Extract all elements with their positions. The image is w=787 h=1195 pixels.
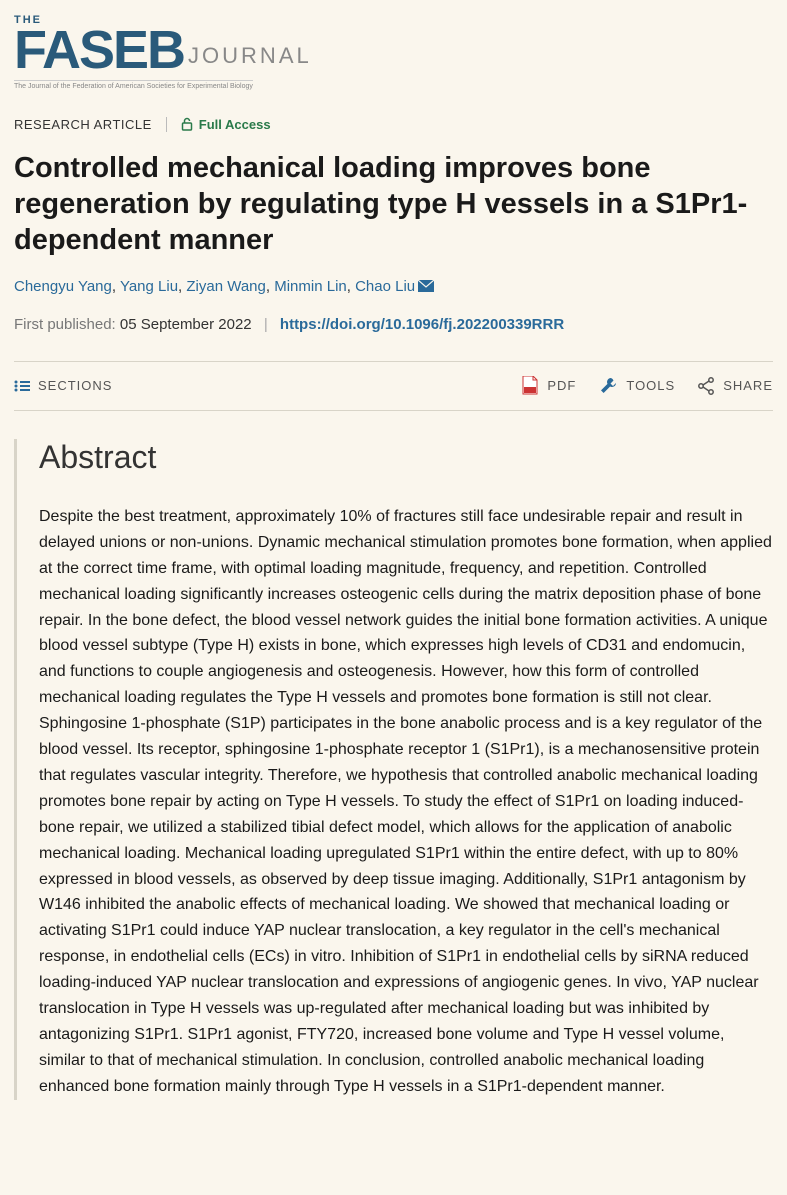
author-link[interactable]: Chao Liu bbox=[355, 278, 415, 295]
abstract-section: Abstract Despite the best treatment, app… bbox=[14, 439, 773, 1100]
journal-logo: THE FASEB JOURNAL The Journal of the Fed… bbox=[14, 14, 773, 93]
article-type: RESEARCH ARTICLE bbox=[14, 117, 167, 132]
mail-icon[interactable] bbox=[418, 279, 434, 296]
published-label: First published: bbox=[14, 316, 116, 333]
author-link[interactable]: Chengyu Yang bbox=[14, 278, 112, 295]
access-label: Full Access bbox=[199, 117, 271, 132]
logo-tagline: The Journal of the Federation of America… bbox=[14, 80, 253, 90]
author-list: Chengyu Yang, Yang Liu, Ziyan Wang, Minm… bbox=[14, 278, 773, 296]
article-title: Controlled mechanical loading improves b… bbox=[14, 150, 773, 259]
sections-icon bbox=[14, 380, 30, 392]
doi-link[interactable]: https://doi.org/10.1096/fj.202200339RRR bbox=[280, 316, 564, 333]
share-label: SHARE bbox=[723, 378, 773, 393]
pdf-button[interactable]: PDF bbox=[521, 376, 576, 396]
pdf-label: PDF bbox=[547, 378, 576, 393]
share-icon bbox=[697, 377, 715, 395]
wrench-icon bbox=[598, 376, 618, 396]
sections-label: SECTIONS bbox=[38, 378, 112, 393]
share-button[interactable]: SHARE bbox=[697, 377, 773, 395]
article-meta-row: RESEARCH ARTICLE Full Access bbox=[14, 117, 773, 132]
author-link[interactable]: Minmin Lin bbox=[274, 278, 347, 295]
author-separator: , bbox=[266, 278, 274, 295]
publication-row: First published: 05 September 2022 | htt… bbox=[14, 316, 773, 333]
tools-label: TOOLS bbox=[626, 378, 675, 393]
logo-name: FASEB bbox=[14, 26, 184, 75]
logo-sub: JOURNAL bbox=[188, 43, 312, 75]
author-separator: , bbox=[347, 278, 355, 295]
author-separator: , bbox=[112, 278, 120, 295]
unlock-icon bbox=[181, 117, 193, 131]
tools-button[interactable]: TOOLS bbox=[598, 376, 675, 396]
abstract-heading: Abstract bbox=[39, 439, 773, 476]
sections-button[interactable]: SECTIONS bbox=[14, 378, 112, 393]
divider: | bbox=[264, 316, 268, 333]
published-date: 05 September 2022 bbox=[120, 316, 252, 333]
access-badge: Full Access bbox=[181, 117, 271, 132]
author-link[interactable]: Ziyan Wang bbox=[186, 278, 265, 295]
abstract-text: Despite the best treatment, approximatel… bbox=[39, 504, 773, 1100]
pdf-icon bbox=[521, 376, 539, 396]
article-toolbar: SECTIONS PDF TOOLS bbox=[14, 361, 773, 411]
author-link[interactable]: Yang Liu bbox=[120, 278, 178, 295]
